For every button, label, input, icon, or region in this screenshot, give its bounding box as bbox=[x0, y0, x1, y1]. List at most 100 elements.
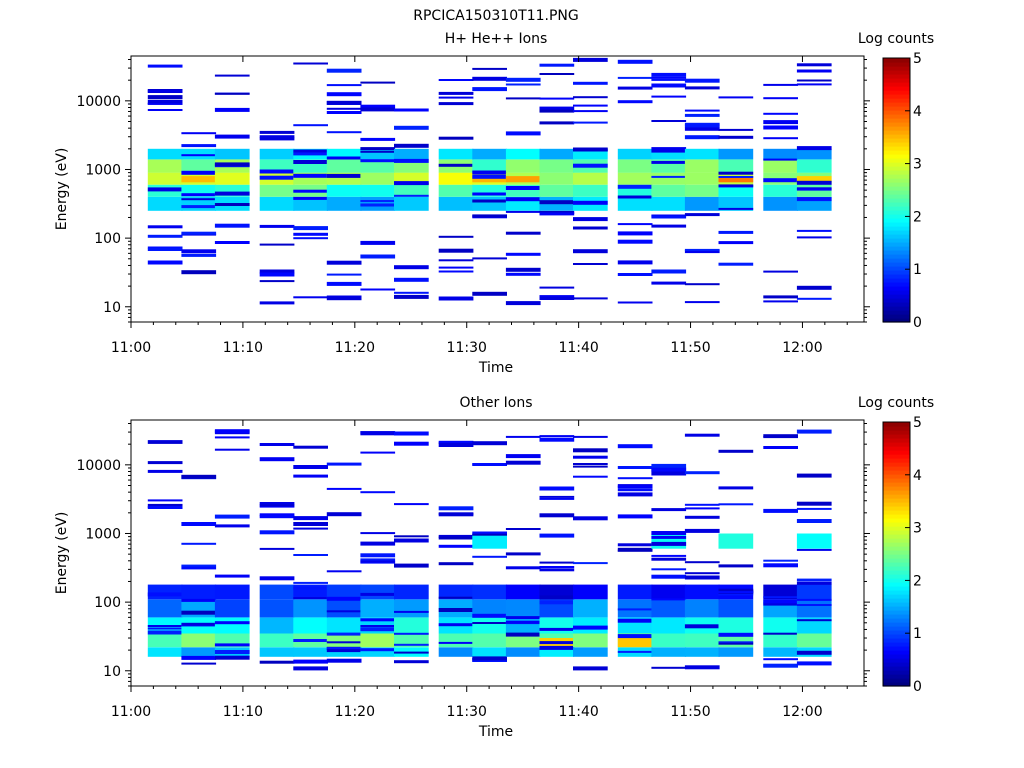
heatmap-cell bbox=[214, 655, 250, 660]
heatmap-cell bbox=[651, 147, 687, 151]
colorbar-tick-label: 1 bbox=[913, 626, 922, 642]
heatmap-cell bbox=[181, 624, 217, 627]
heatmap-cell bbox=[684, 248, 720, 251]
heatmap-cell bbox=[147, 196, 183, 211]
heatmap-cell bbox=[326, 196, 362, 211]
x-tick-label: 11:10 bbox=[223, 704, 263, 720]
colorbar-segment bbox=[883, 522, 910, 527]
heatmap-cell bbox=[181, 249, 217, 254]
heatmap-cell bbox=[394, 535, 429, 538]
heatmap-cell bbox=[651, 471, 687, 476]
colorbar-segment bbox=[883, 602, 910, 607]
heatmap-cell bbox=[684, 301, 720, 304]
heatmap-cell bbox=[796, 229, 832, 232]
heatmap-cell bbox=[796, 650, 832, 655]
colorbar-segment bbox=[883, 562, 910, 567]
heatmap-cell bbox=[326, 107, 362, 110]
heatmap-cell bbox=[326, 584, 362, 600]
heatmap-cell bbox=[293, 226, 328, 231]
colorbar-segment bbox=[883, 186, 910, 191]
heatmap-cell bbox=[259, 130, 295, 134]
heatmap-cell bbox=[505, 633, 541, 648]
colorbar-segment bbox=[883, 170, 910, 175]
heatmap-cell bbox=[684, 159, 720, 173]
heatmap-cell bbox=[684, 135, 720, 140]
heatmap-cell bbox=[472, 633, 507, 648]
colorbar-segment bbox=[883, 162, 910, 167]
heatmap-cell bbox=[763, 647, 798, 657]
heatmap-cell bbox=[394, 617, 429, 634]
colorbar-segment bbox=[883, 578, 910, 583]
colorbar-segment bbox=[883, 218, 910, 223]
heatmap-cell bbox=[651, 215, 687, 219]
heatmap-cell bbox=[573, 226, 608, 230]
heatmap-cell bbox=[360, 599, 396, 618]
colorbar-segment bbox=[883, 670, 910, 675]
colorbar-segment bbox=[883, 598, 910, 603]
heatmap-cell bbox=[763, 584, 798, 600]
heatmap-cell bbox=[651, 281, 687, 285]
heatmap-cell bbox=[472, 87, 507, 92]
heatmap-cell bbox=[539, 617, 575, 634]
heatmap-cell bbox=[617, 477, 653, 480]
heatmap-cell bbox=[796, 473, 832, 478]
heatmap-cell bbox=[181, 474, 217, 479]
colorbar-tick-label: 3 bbox=[913, 157, 922, 173]
heatmap-cell bbox=[293, 516, 328, 521]
heatmap-cell bbox=[718, 647, 754, 657]
heatmap-cell bbox=[147, 89, 183, 93]
heatmap-cell bbox=[147, 64, 183, 68]
heatmap-cell bbox=[573, 110, 608, 113]
heatmap-cell bbox=[360, 159, 396, 163]
colorbar-segment bbox=[883, 514, 910, 519]
heatmap-cell bbox=[147, 172, 183, 185]
heatmap-cell bbox=[214, 584, 250, 600]
heatmap-cell bbox=[181, 132, 217, 135]
heatmap-cell bbox=[293, 445, 328, 449]
heatmap-cell bbox=[718, 128, 754, 131]
heatmap-cell bbox=[360, 200, 396, 202]
heatmap-cell bbox=[617, 608, 653, 611]
colorbar-segment bbox=[883, 290, 910, 295]
heatmap-cell bbox=[293, 124, 328, 127]
x-tick-label: 11:50 bbox=[670, 704, 710, 720]
heatmap-cell bbox=[539, 627, 575, 631]
heatmap-cell bbox=[438, 440, 474, 443]
heatmap-cell bbox=[214, 436, 250, 439]
heatmap-cell bbox=[573, 297, 608, 300]
heatmap-cell bbox=[438, 91, 474, 95]
colorbar-segment bbox=[883, 630, 910, 635]
heatmap-cell bbox=[684, 624, 720, 629]
heatmap-cell bbox=[718, 148, 754, 160]
heatmap-cell bbox=[505, 267, 541, 272]
heatmap-cell bbox=[651, 666, 687, 669]
heatmap-cell bbox=[684, 507, 720, 510]
heatmap-cell bbox=[539, 97, 575, 100]
heatmap-cell bbox=[796, 501, 832, 506]
colorbar-segment bbox=[883, 634, 910, 639]
heatmap-cell bbox=[472, 67, 507, 70]
heatmap-cell bbox=[360, 147, 396, 151]
heatmap-cell bbox=[651, 599, 687, 618]
heatmap-cell bbox=[472, 192, 507, 196]
heatmap-cell bbox=[539, 63, 575, 67]
heatmap-cell bbox=[505, 176, 541, 183]
heatmap-cell bbox=[684, 283, 720, 286]
heatmap-cell bbox=[684, 647, 720, 657]
heatmap-cell bbox=[617, 195, 653, 199]
heatmap-cell bbox=[573, 249, 608, 254]
colorbar-segment bbox=[883, 198, 910, 203]
heatmap-cell bbox=[651, 541, 687, 546]
heatmap-cell bbox=[147, 506, 183, 509]
colorbar-frame bbox=[882, 57, 911, 323]
heatmap-cell bbox=[360, 451, 396, 454]
colorbar-segment bbox=[883, 610, 910, 615]
heatmap-cell bbox=[293, 597, 328, 600]
heatmap-cells bbox=[147, 57, 832, 306]
heatmap-cell bbox=[181, 522, 217, 526]
heatmap-cell bbox=[394, 265, 429, 270]
heatmap-cell bbox=[651, 83, 687, 88]
colorbar-segment bbox=[883, 310, 910, 315]
heatmap-cell bbox=[539, 297, 575, 300]
